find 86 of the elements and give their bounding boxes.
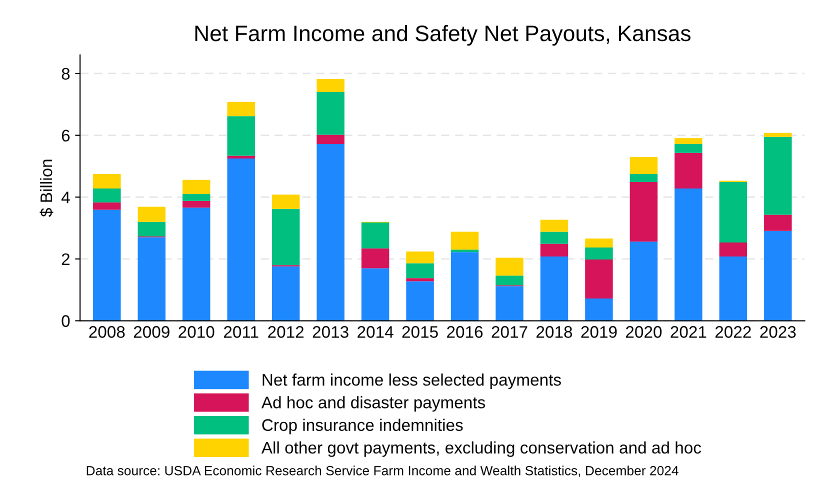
x-tick-label: 2018 [536,326,572,338]
source-note: Data source: USDA Economic Research Service Farm Income and Wealth Statistics, December 2024 [86,466,678,477]
bar [406,278,434,282]
bar [719,256,748,321]
x-tick-label: 2019 [581,326,617,338]
bar [406,263,434,278]
bar [182,180,210,194]
bar [540,220,568,232]
legend-label: All other govt payments, excluding conservation and ad hoc [261,441,702,457]
x-tick-label: 2017 [492,326,528,338]
bar [272,266,300,321]
bar [182,194,210,201]
y-tick-label: 0 [62,315,70,327]
bar [450,250,479,252]
bar [496,286,524,321]
bar [406,252,434,264]
x-tick-label: 2008 [89,326,125,338]
bar [674,152,702,188]
bar [540,232,568,244]
x-tick-label: 2020 [626,326,662,338]
x-tick-label: 2022 [715,326,751,338]
bar [361,222,390,248]
bar [496,276,524,286]
legend-label: Ad hoc and disaster payments [261,396,486,412]
bar [630,242,658,321]
bar [227,116,255,156]
x-tick-label: 2014 [358,326,394,338]
x-tick-label: 2021 [670,326,706,338]
bar [227,156,255,158]
bar [272,194,300,209]
bar [450,252,479,321]
bar [674,188,702,321]
bar [764,230,792,321]
y-tick-label: 2 [62,253,70,265]
bar [674,138,702,144]
bar [138,237,166,321]
x-tick-label: 2011 [224,326,258,338]
bar [227,102,255,116]
bar [138,206,166,222]
legend-label: Crop insurance indemnities [262,418,463,434]
bar [764,214,792,231]
bar [361,268,390,321]
bar [674,144,702,153]
y-tick-label: 8 [62,68,70,80]
bar [450,232,479,250]
bar [93,174,121,188]
bar [316,79,344,92]
bar [764,136,792,215]
bar [764,132,792,137]
bar [316,92,344,135]
bar [719,242,748,256]
bar [540,244,568,256]
bar [93,188,121,202]
bar [630,182,658,242]
x-tick-label: 2013 [312,326,348,338]
x-tick-label: 2016 [447,326,483,338]
y-tick-label: 6 [62,130,70,142]
bar [316,144,344,321]
y-tick-label: 4 [61,192,70,204]
x-tick-label: 2023 [760,326,796,338]
bar [406,281,434,321]
bar [496,258,524,276]
y-axis-title: $ Billion [40,160,54,217]
bar [630,156,658,174]
x-tick-label: 2009 [134,326,170,338]
x-tick-label: 2010 [178,326,214,338]
x-tick-label: 2012 [268,326,304,338]
bar [585,260,613,299]
bar [93,202,121,210]
bar [93,210,121,321]
legend-label: Net farm income less selected payments [262,373,561,390]
bar [630,174,658,182]
bar [585,298,613,321]
bar [182,200,210,208]
bar [361,248,390,268]
bar [540,256,568,321]
x-tick-label: 2015 [402,326,438,338]
chart-title: Net Farm Income and Safety Net Payouts, Kansas [195,24,690,46]
bar [585,248,613,260]
bar [272,208,300,266]
bar [138,222,166,236]
bar [719,182,748,243]
bar [585,238,613,248]
bar [316,134,344,144]
bar [182,208,210,321]
bar [227,158,255,321]
